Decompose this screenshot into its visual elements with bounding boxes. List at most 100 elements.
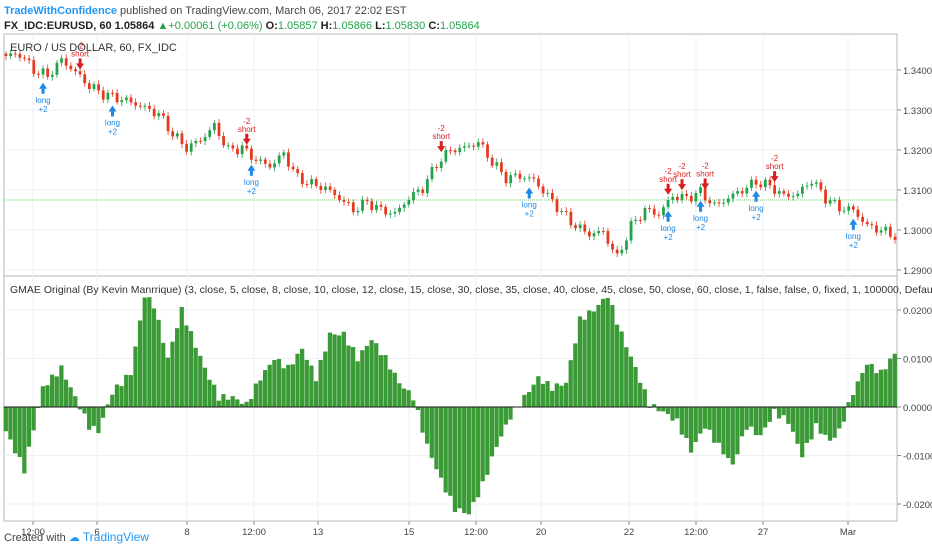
signal-size: -2 bbox=[678, 162, 686, 171]
candle bbox=[393, 208, 397, 218]
low-value: 1.05830 bbox=[385, 20, 426, 32]
candle bbox=[175, 130, 179, 140]
histogram-bar bbox=[258, 380, 263, 407]
candle-body bbox=[356, 210, 360, 213]
candle bbox=[337, 191, 341, 203]
long-signal[interactable]: long+2 bbox=[522, 187, 537, 218]
histogram-bar bbox=[790, 406, 796, 432]
candle-body bbox=[310, 179, 313, 185]
candle bbox=[268, 160, 272, 170]
long-signal[interactable]: long+2 bbox=[661, 210, 676, 242]
candle bbox=[236, 144, 239, 158]
candle-body bbox=[754, 179, 758, 185]
candle bbox=[888, 223, 892, 240]
candle-body bbox=[550, 192, 554, 200]
author-link[interactable]: TradeWithConfidence bbox=[4, 5, 117, 17]
candle bbox=[865, 218, 869, 227]
candle-body bbox=[750, 179, 753, 188]
candle-body bbox=[689, 195, 693, 202]
symbol-label[interactable]: FX_IDC:EURUSD, 60 bbox=[4, 20, 112, 32]
candle bbox=[375, 201, 378, 214]
candle-body bbox=[212, 122, 216, 131]
candle bbox=[805, 181, 809, 190]
histogram-bar bbox=[415, 406, 421, 411]
histogram-bar bbox=[702, 406, 708, 429]
candle bbox=[689, 191, 693, 204]
signal-size: -2 bbox=[438, 124, 446, 133]
long-arrow-icon bbox=[525, 187, 534, 199]
open-value: 1.05857 bbox=[277, 20, 318, 32]
histogram-bar bbox=[87, 406, 92, 430]
candle-body bbox=[259, 159, 263, 161]
histogram-bar bbox=[388, 369, 393, 407]
candle-body bbox=[699, 187, 702, 193]
time-tick-label: 12:00 bbox=[684, 527, 708, 538]
histogram-bar bbox=[392, 372, 397, 407]
long-signal[interactable]: long+2 bbox=[846, 218, 861, 250]
candle bbox=[259, 155, 263, 165]
published-text: published on TradingView.com, March 06, … bbox=[120, 5, 407, 17]
high-label: H: bbox=[320, 20, 333, 32]
candle bbox=[388, 210, 392, 219]
candle bbox=[361, 195, 364, 214]
candle bbox=[870, 221, 874, 230]
histogram-bar bbox=[26, 406, 32, 447]
histogram-bar bbox=[295, 353, 300, 407]
long-signal[interactable]: long+2 bbox=[105, 105, 120, 136]
candle-body bbox=[402, 204, 406, 208]
histogram-bar bbox=[892, 353, 897, 407]
candle-body bbox=[319, 185, 323, 190]
histogram-bar bbox=[281, 368, 286, 407]
histogram-bar bbox=[8, 406, 13, 440]
candle bbox=[722, 198, 726, 207]
histogram-bar bbox=[628, 356, 634, 407]
candle-body bbox=[370, 201, 374, 211]
histogram-bar bbox=[249, 399, 254, 407]
histogram-bar bbox=[563, 382, 569, 407]
candle bbox=[333, 187, 337, 200]
candle-body bbox=[78, 71, 82, 75]
price-axis[interactable]: 1.3400 1.3300 1.3200 1.3100 1.3000 1.2900 0.02… bbox=[897, 66, 932, 511]
histogram-bar bbox=[860, 372, 865, 407]
long-signal[interactable]: long+2 bbox=[244, 164, 259, 196]
histogram-bar bbox=[63, 379, 69, 407]
candle-body bbox=[236, 148, 239, 155]
long-signal[interactable]: long+2 bbox=[749, 190, 764, 222]
histogram-bar bbox=[744, 406, 749, 430]
histogram-bar bbox=[582, 319, 587, 407]
short-arrow-icon bbox=[701, 178, 710, 190]
candle-body bbox=[615, 249, 619, 254]
tradingview-brand[interactable]: TradingView bbox=[82, 530, 149, 544]
candle-body bbox=[106, 92, 110, 100]
candle bbox=[365, 196, 369, 205]
candle-body bbox=[226, 145, 230, 147]
time-axis[interactable]: 12:00 6 8 12:00 13 15 12:00 20 22 12:00 27 Mar bbox=[21, 521, 856, 538]
candle bbox=[69, 62, 73, 72]
candle bbox=[212, 120, 216, 134]
tradingview-logo-icon: ☁ bbox=[68, 532, 80, 544]
long-signal[interactable]: long+2 bbox=[693, 200, 708, 232]
candle-body bbox=[111, 92, 114, 94]
candle bbox=[699, 183, 702, 197]
candle-body bbox=[856, 209, 860, 217]
histogram-bar bbox=[614, 324, 620, 407]
up-triangle-icon: ▲ bbox=[157, 20, 169, 32]
histogram-bar bbox=[795, 406, 800, 444]
candle-body bbox=[453, 150, 457, 153]
histogram-bar bbox=[276, 359, 282, 407]
candle bbox=[291, 162, 295, 172]
long-signal[interactable]: long+2 bbox=[35, 82, 51, 114]
histogram-bar bbox=[142, 297, 147, 407]
histogram-bar bbox=[499, 406, 504, 437]
histogram-bar bbox=[355, 361, 360, 407]
histogram-bar bbox=[624, 347, 629, 407]
candle bbox=[148, 102, 151, 113]
